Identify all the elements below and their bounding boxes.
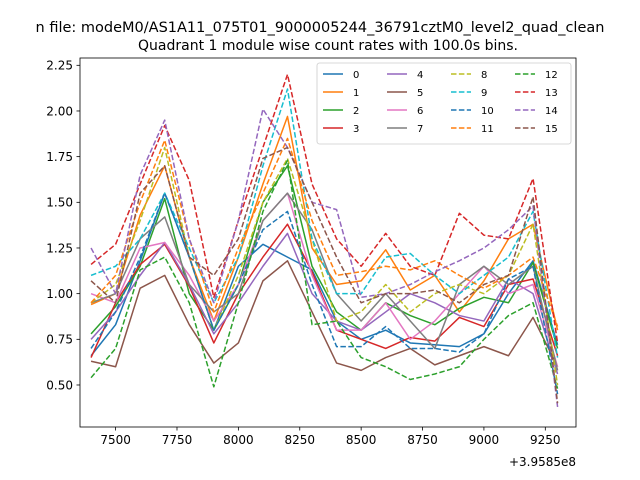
y-tick-label: 1.75 <box>46 150 73 164</box>
legend-label-6: 6 <box>417 106 423 117</box>
y-tick-label: 0.75 <box>46 333 73 347</box>
series-line-10 <box>90 192 559 395</box>
series-line-9 <box>90 88 559 358</box>
x-tick-label: 8250 <box>284 433 315 447</box>
legend-label-8: 8 <box>481 70 487 81</box>
y-tick-label: 0.50 <box>46 378 73 392</box>
legend-label-9: 9 <box>481 88 487 99</box>
legend-label-5: 5 <box>417 88 423 99</box>
plot-area <box>90 73 559 408</box>
y-tick-label: 2.00 <box>46 104 73 118</box>
x-tick-label: 8500 <box>346 433 377 447</box>
legend-label-12: 12 <box>545 70 558 81</box>
legend-label-7: 7 <box>417 124 423 135</box>
legend-label-2: 2 <box>353 106 359 117</box>
axes-layer: 7500 7750 8000 8250 8500 8750 9000 92500.500.75… <box>46 57 577 447</box>
legend-label-3: 3 <box>353 124 359 135</box>
axes-frame <box>79 57 577 428</box>
legend-label-1: 1 <box>353 88 359 99</box>
series-line-11 <box>90 137 559 327</box>
series-group <box>90 73 559 408</box>
series-line-4 <box>90 232 559 375</box>
series-line-7 <box>90 192 559 371</box>
series-line-15 <box>90 146 559 404</box>
legend-label-4: 4 <box>417 70 423 81</box>
legend-label-13: 13 <box>545 88 558 99</box>
legend-label-11: 11 <box>481 124 494 135</box>
x-axis-offset-label: +3.9585e8 <box>509 455 576 469</box>
series-line-14 <box>90 108 559 408</box>
y-tick-label: 2.25 <box>46 59 73 73</box>
x-tick-label: 7500 <box>100 433 131 447</box>
series-line-2 <box>90 165 559 349</box>
legend-label-10: 10 <box>481 106 494 117</box>
y-tick-label: 1.25 <box>46 241 73 255</box>
x-tick-label: 9000 <box>469 433 500 447</box>
y-tick-label: 1.00 <box>46 287 73 301</box>
x-tick-label: 8750 <box>407 433 438 447</box>
x-tick-label: 9250 <box>530 433 561 447</box>
x-tick-label: 8000 <box>223 433 254 447</box>
y-tick-label: 1.50 <box>46 196 73 210</box>
series-line-13 <box>90 73 559 344</box>
legend-label-15: 15 <box>545 124 558 135</box>
legend-label-14: 14 <box>545 106 558 117</box>
series-line-5 <box>90 260 559 372</box>
x-tick-label: 7750 <box>162 433 193 447</box>
legend-box <box>316 62 572 145</box>
series-line-6 <box>90 192 559 367</box>
figure-suptitle: n file: modeM0/AS1A11_075T01_9000005244_… <box>36 20 605 36</box>
series-line-12 <box>90 159 559 389</box>
legend-label-0: 0 <box>353 70 359 81</box>
series-line-8 <box>90 146 559 386</box>
chart-title: Quadrant 1 module wise count rates with … <box>138 38 518 54</box>
